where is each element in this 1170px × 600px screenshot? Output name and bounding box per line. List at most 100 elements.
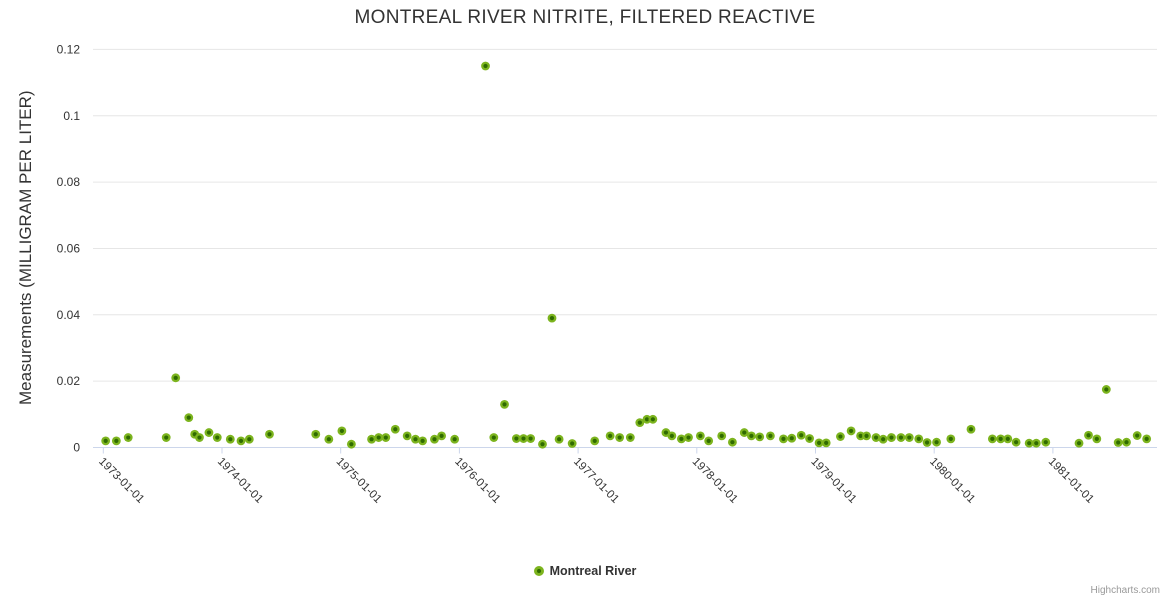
x-axis-tick-label: 1974-01-01 — [215, 456, 265, 506]
data-point-center — [934, 440, 939, 445]
legend-label: Montreal River — [549, 564, 637, 578]
data-point-center — [858, 433, 863, 438]
data-point-center — [439, 433, 444, 438]
data-point-center — [164, 435, 169, 440]
y-axis-tick-label: 0.04 — [57, 308, 81, 322]
data-point-center — [1094, 436, 1099, 441]
data-point-center — [781, 436, 786, 441]
data-point-center — [881, 437, 886, 442]
data-point-center — [570, 441, 575, 446]
data-point-center — [369, 437, 374, 442]
data-point-center — [206, 430, 212, 435]
data-point-center — [247, 437, 252, 442]
data-point-center — [749, 433, 754, 438]
data-point-center — [1135, 433, 1140, 438]
data-point-center — [339, 428, 344, 434]
data-point-center — [824, 440, 829, 445]
x-axis-tick-label: 1976-01-01 — [452, 456, 502, 506]
data-point-center — [998, 436, 1003, 441]
data-point-center — [420, 438, 425, 443]
data-point-center — [173, 375, 178, 380]
data-point-center — [557, 437, 562, 442]
data-point-center — [383, 435, 388, 440]
y-axis-tick-label: 0.02 — [57, 374, 81, 388]
data-point-center — [898, 435, 904, 440]
data-point-center — [349, 442, 354, 447]
data-point-center — [789, 436, 794, 441]
data-point-center — [186, 415, 191, 420]
data-point-center — [413, 437, 418, 442]
data-point-center — [742, 430, 747, 435]
data-point-center — [816, 440, 822, 445]
data-point-center — [924, 440, 930, 445]
x-axis-tick-label: 1973-01-01 — [96, 456, 146, 506]
data-point-center — [757, 434, 762, 439]
data-point-center — [528, 436, 533, 441]
legend-marker-center-icon — [536, 569, 541, 573]
x-axis-tick-label: 1979-01-01 — [808, 456, 858, 506]
data-point-center — [103, 438, 108, 443]
x-axis-tick-label: 1980-01-01 — [927, 456, 977, 506]
data-point-center — [968, 427, 974, 432]
data-point-center — [549, 316, 555, 321]
data-point-center — [126, 435, 131, 440]
data-point-center — [502, 402, 507, 407]
data-point-center — [1144, 436, 1149, 441]
data-point-center — [1034, 441, 1039, 446]
y-axis-tick-label: 0.12 — [57, 42, 81, 56]
data-point-center — [907, 435, 912, 440]
data-point-center — [679, 436, 684, 441]
data-point-center — [1027, 441, 1032, 446]
data-point-center — [215, 435, 220, 440]
data-point-center — [719, 433, 724, 438]
data-point-center — [799, 433, 804, 438]
data-point-center — [686, 435, 691, 440]
data-point-center — [698, 433, 703, 438]
data-point-center — [1005, 436, 1010, 441]
y-axis-tick-label: 0.1 — [63, 109, 80, 123]
data-point-center — [889, 435, 894, 440]
data-point-center — [617, 435, 622, 440]
y-axis-tick-label: 0.08 — [57, 175, 81, 189]
data-point-center — [1086, 433, 1091, 438]
data-point-center — [592, 438, 597, 443]
data-point-center — [644, 417, 650, 422]
data-point-center — [663, 430, 669, 435]
x-axis-tick-label: 1977-01-01 — [571, 456, 621, 506]
data-point-center — [114, 438, 119, 443]
data-point-center — [637, 420, 642, 425]
data-point-center — [864, 433, 869, 438]
data-point-center — [948, 436, 953, 441]
data-point-center — [730, 440, 735, 445]
highcharts-credit-link[interactable]: Highcharts.com — [1090, 585, 1160, 596]
legend-marker-icon — [533, 566, 544, 576]
data-point-center — [238, 438, 244, 443]
data-point-center — [768, 433, 773, 438]
data-point-center — [432, 437, 437, 442]
data-point-center — [1116, 440, 1121, 445]
data-point-center — [838, 434, 843, 439]
data-point-center — [376, 435, 381, 440]
data-point-center — [650, 417, 655, 422]
legend-item-montreal-river[interactable]: Montreal River — [0, 562, 1170, 580]
data-point-center — [228, 437, 233, 442]
chart-title: MONTREAL RIVER NITRITE, FILTERED REACTIV… — [354, 7, 816, 28]
data-point-center — [521, 436, 526, 441]
data-point-center — [990, 436, 995, 441]
data-point-center — [608, 433, 613, 438]
data-point-center — [514, 436, 519, 441]
data-point-center — [873, 435, 879, 440]
data-point-center — [916, 436, 921, 441]
data-point-center — [1124, 440, 1129, 445]
data-point-center — [405, 433, 410, 438]
data-point-center — [706, 438, 711, 443]
data-point-center — [326, 437, 331, 442]
data-point-center — [849, 428, 854, 434]
data-point-center — [452, 437, 457, 442]
data-point-center — [393, 427, 398, 432]
x-axis-tick-label: 1981-01-01 — [1046, 456, 1096, 506]
data-point-center — [807, 436, 812, 441]
data-point-center — [1104, 387, 1109, 392]
